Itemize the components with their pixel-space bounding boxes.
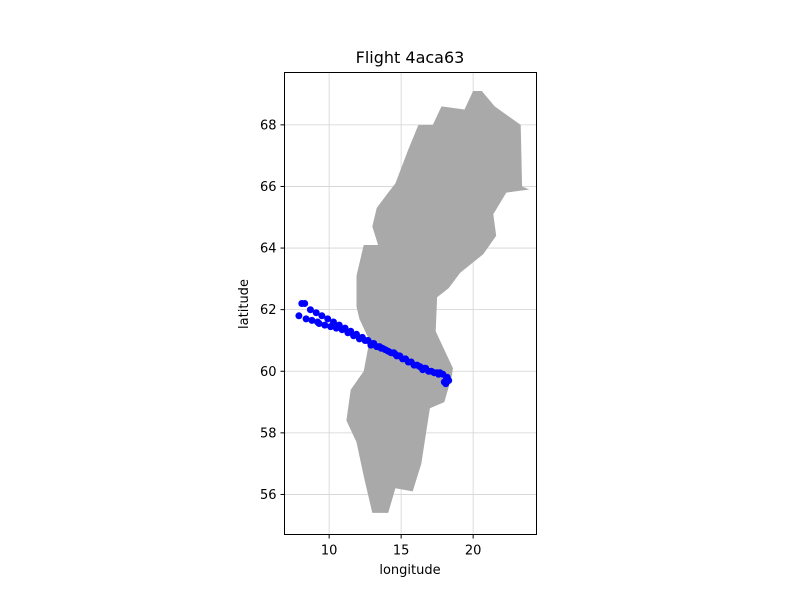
plot-frame (284, 72, 537, 535)
flight-point (324, 315, 332, 323)
flight-point (384, 347, 392, 355)
flight-point (361, 337, 369, 344)
x-tick-label: 15 (393, 544, 410, 559)
flight-points (295, 300, 453, 388)
flight-point (344, 329, 352, 337)
flight-point (407, 358, 415, 366)
axis-ticks: 10 15 20 56 58 60 62 64 66 68 (260, 118, 481, 558)
y-tick-label: 56 (260, 488, 277, 503)
flight-point (312, 309, 320, 317)
flight-point (318, 312, 326, 320)
y-tick-label: 62 (260, 303, 277, 318)
land-polygon (346, 91, 530, 513)
flight-point (355, 335, 363, 343)
y-tick-label: 66 (260, 180, 277, 195)
y-tick-label: 64 (260, 242, 277, 257)
flight-point (338, 326, 346, 334)
flight-point (295, 312, 303, 320)
flight-point (391, 350, 399, 358)
x-tick-label: 20 (465, 544, 482, 559)
y-tick-label: 58 (260, 426, 277, 441)
x-axis-label: longitude (379, 563, 440, 578)
flight-point (306, 306, 314, 314)
flight-point (350, 332, 358, 340)
flight-point (315, 320, 323, 327)
flight-point (440, 378, 448, 386)
flight-point (435, 370, 443, 378)
chart-title: Flight 4aca63 (356, 48, 465, 67)
flight-point (321, 321, 329, 329)
y-axis-label: latitude (237, 279, 252, 329)
flight-point (420, 364, 428, 372)
y-tick-label: 60 (260, 365, 277, 380)
plot-area: 10 15 20 56 58 60 62 64 66 68 (260, 72, 537, 559)
flight-point (327, 323, 335, 331)
flight-point (413, 361, 421, 369)
flight-point (332, 324, 340, 332)
flight-point (301, 300, 309, 307)
land-area (346, 91, 530, 513)
flight-point (308, 316, 316, 324)
flight-point (402, 355, 409, 363)
flight-point (302, 315, 310, 323)
y-tick-label: 68 (260, 118, 277, 133)
flight-point (377, 344, 385, 352)
x-tick-label: 10 (321, 544, 338, 559)
flight-point (367, 341, 375, 349)
